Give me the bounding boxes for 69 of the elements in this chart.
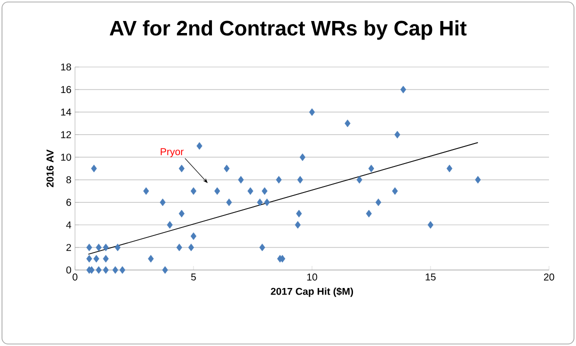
point [392, 187, 398, 195]
point [309, 108, 315, 116]
point [86, 254, 92, 263]
y-tick-label: 8 [66, 176, 72, 184]
point [120, 266, 126, 274]
point [178, 210, 185, 218]
point [93, 254, 100, 263]
x-tick-label: 5 [191, 274, 196, 280]
point [259, 244, 266, 252]
point [297, 176, 304, 184]
point [96, 266, 102, 274]
point [190, 232, 196, 240]
x-tick-label: 10 [307, 274, 318, 281]
point [428, 221, 434, 229]
point [256, 198, 263, 206]
point [86, 244, 92, 252]
chart-title: AV for 2nd Contract WRs by Cap Hit [110, 20, 467, 40]
y-tick-label: 10 [61, 154, 72, 161]
x-tick-label: 0 [72, 274, 78, 281]
point [224, 164, 230, 172]
point [143, 187, 150, 195]
point [160, 198, 166, 206]
point [102, 266, 109, 274]
point [226, 198, 232, 206]
point [178, 164, 185, 172]
point [446, 164, 452, 172]
point [400, 86, 406, 94]
y-axis-title: 2016 AV [46, 150, 54, 188]
point [276, 176, 282, 184]
y-tick-label: 12 [61, 131, 71, 138]
point [114, 244, 121, 252]
x-tick-label: 20 [544, 274, 554, 281]
point [366, 210, 372, 218]
x-tick-label: 15 [426, 274, 436, 280]
y-tick-label: 14 [61, 108, 72, 116]
point [296, 210, 302, 218]
y-tick-label: 0 [66, 266, 72, 274]
point [176, 244, 182, 252]
point [162, 266, 168, 274]
point [394, 130, 400, 138]
point [300, 153, 306, 162]
point [294, 221, 301, 229]
point [102, 254, 109, 263]
point [190, 187, 196, 195]
y-tick-label: 18 [61, 63, 72, 71]
point [264, 198, 270, 206]
point [91, 164, 97, 172]
x-axis-title: 2017 Cap Hit ($M) [270, 287, 354, 297]
point [148, 254, 154, 263]
point [96, 244, 102, 252]
point [214, 187, 220, 195]
y-tick-label: 4 [66, 221, 72, 228]
point [238, 176, 244, 184]
point [188, 244, 194, 252]
point [375, 198, 382, 206]
point [166, 221, 173, 229]
point [344, 120, 350, 128]
y-tick-label: 2 [66, 244, 71, 251]
point [196, 142, 202, 150]
y-tick-label: 6 [66, 198, 72, 206]
point [262, 187, 268, 195]
point [368, 164, 374, 172]
annotation: Pryor [160, 148, 184, 158]
point [112, 266, 118, 274]
point [247, 187, 254, 195]
point [475, 176, 481, 184]
point [356, 176, 362, 184]
y-tick-label: 16 [61, 86, 72, 94]
point [102, 244, 109, 252]
